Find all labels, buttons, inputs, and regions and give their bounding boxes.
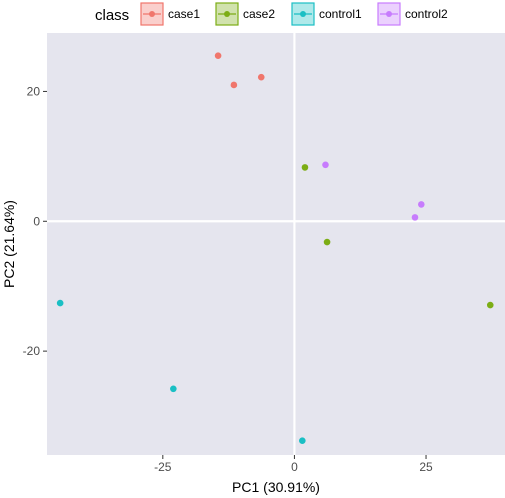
- legend-label-case2: case2: [243, 7, 275, 21]
- point-case1: [214, 52, 222, 60]
- legend-item-case1: case1: [140, 2, 200, 26]
- legend-title: class: [95, 7, 129, 24]
- point-control1: [170, 385, 177, 393]
- legend-key-point: [224, 11, 230, 17]
- legend-label-control1: control1: [319, 7, 362, 21]
- point-control2: [322, 161, 329, 169]
- legend-label-control2: control2: [405, 7, 448, 21]
- x-tick-label: -25: [154, 460, 172, 474]
- legend-key-point: [386, 11, 392, 17]
- point-case2: [323, 238, 331, 246]
- x-tick-label: 25: [419, 460, 433, 474]
- y-tick-label: 0: [33, 214, 40, 228]
- x-axis-ticks: -25 0 25: [154, 455, 433, 474]
- legend-item-control2: control2: [377, 2, 448, 26]
- legend-item-case2: case2: [215, 2, 275, 26]
- y-axis-ticks: -20 0 20: [23, 84, 47, 358]
- legend-key-point: [300, 11, 306, 17]
- data-points: [56, 52, 494, 445]
- point-control1: [299, 437, 306, 445]
- point-control2: [411, 214, 419, 221]
- point-case1: [257, 73, 265, 81]
- point-case2: [486, 301, 494, 309]
- point-case2: [301, 164, 309, 171]
- y-axis-title: PC2 (21.64%): [1, 200, 17, 288]
- legend-key-point: [149, 11, 155, 17]
- point-case1: [230, 81, 238, 89]
- y-tick-label: 20: [27, 84, 41, 98]
- point-control1: [56, 299, 64, 307]
- y-tick-label: -20: [23, 344, 41, 358]
- x-tick-label: 0: [291, 460, 298, 474]
- zero-lines: [47, 33, 505, 455]
- legend-label-case1: case1: [168, 7, 200, 21]
- x-axis-title: PC1 (30.91%): [232, 479, 320, 495]
- legend: class case1 case2 control1 control2: [95, 2, 448, 26]
- plot-panel: [47, 33, 505, 455]
- legend-item-control1: control1: [291, 2, 362, 26]
- point-control2: [417, 201, 425, 208]
